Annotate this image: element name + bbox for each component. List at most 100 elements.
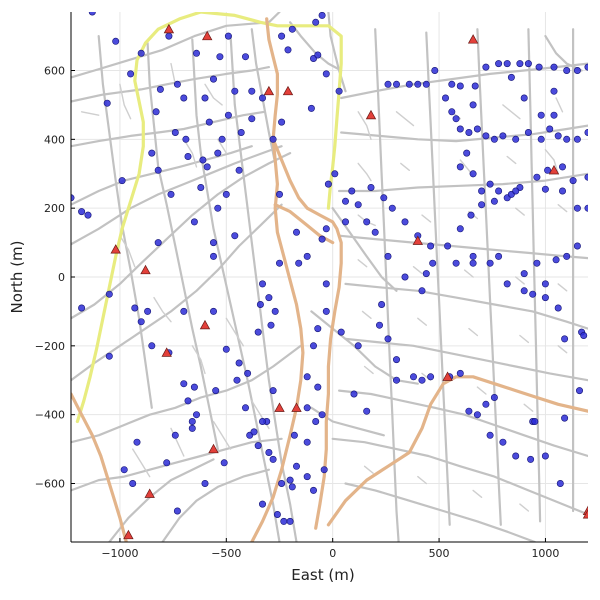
y-tick-label: −600 bbox=[35, 477, 65, 490]
blue-point bbox=[384, 80, 392, 88]
blue-point bbox=[584, 204, 588, 212]
red-triangle-marker bbox=[291, 402, 302, 412]
minor-street bbox=[80, 111, 100, 116]
blue-point bbox=[275, 259, 283, 267]
blue-point bbox=[541, 452, 549, 460]
minor-street bbox=[519, 503, 530, 512]
blue-point bbox=[307, 104, 315, 112]
blue-point bbox=[154, 239, 162, 247]
blue-point bbox=[288, 25, 296, 33]
yellow-route bbox=[75, 12, 203, 424]
blue-point bbox=[527, 455, 535, 463]
blue-point bbox=[482, 63, 490, 71]
blue-point bbox=[516, 60, 524, 68]
red-triangle-marker bbox=[365, 109, 377, 120]
blue-point bbox=[129, 479, 137, 487]
red-triangle-marker bbox=[263, 85, 275, 96]
blue-point bbox=[288, 483, 296, 491]
red-triangle-marker bbox=[274, 402, 285, 412]
minor-street bbox=[217, 138, 227, 154]
red-triangle-markers bbox=[110, 23, 588, 540]
blue-point bbox=[290, 431, 298, 439]
street bbox=[331, 437, 588, 516]
blue-point bbox=[507, 73, 515, 81]
blue-point bbox=[584, 129, 588, 136]
minor-street bbox=[204, 83, 223, 106]
blue-point bbox=[148, 342, 156, 350]
blue-point bbox=[152, 108, 160, 116]
minor-street bbox=[400, 162, 410, 171]
y-tick-label: 0 bbox=[58, 271, 65, 284]
red-triangle-marker bbox=[412, 235, 423, 245]
blue-point bbox=[465, 407, 473, 415]
blue-point bbox=[471, 82, 479, 90]
minor-street bbox=[515, 276, 525, 285]
blue-point bbox=[512, 187, 520, 195]
blue-point bbox=[384, 252, 392, 260]
blue-point bbox=[486, 259, 494, 267]
blue-point bbox=[537, 135, 545, 143]
y-tick-label: 200 bbox=[44, 202, 65, 215]
blue-point bbox=[418, 287, 426, 295]
blue-point bbox=[384, 335, 392, 343]
blue-point bbox=[503, 280, 511, 288]
x-tick-label: −1000 bbox=[101, 547, 138, 560]
blue-point bbox=[309, 486, 317, 494]
blue-point bbox=[201, 479, 209, 487]
blue-point bbox=[171, 431, 179, 439]
red-triangle-marker bbox=[163, 23, 175, 34]
blue-point bbox=[456, 225, 464, 233]
blue-point bbox=[244, 369, 252, 377]
blue-point bbox=[401, 273, 409, 281]
street bbox=[108, 458, 215, 542]
blue-point bbox=[267, 321, 275, 329]
blue-point bbox=[456, 163, 464, 171]
blue-point bbox=[203, 163, 211, 171]
blue-point bbox=[392, 80, 400, 88]
blue-point bbox=[520, 287, 528, 295]
blue-point bbox=[214, 149, 222, 157]
blue-point bbox=[456, 125, 464, 133]
blue-point bbox=[88, 12, 96, 16]
blue-point bbox=[184, 153, 192, 161]
blue-point bbox=[84, 211, 92, 219]
blue-point bbox=[563, 67, 571, 75]
blue-point bbox=[318, 235, 326, 243]
blue-point bbox=[78, 304, 86, 312]
blue-point bbox=[401, 218, 409, 226]
blue-point bbox=[367, 184, 375, 192]
blue-point bbox=[318, 12, 326, 19]
blue-point bbox=[210, 75, 218, 83]
blue-point bbox=[188, 424, 196, 432]
blue-point bbox=[188, 417, 196, 425]
y-tick-label: 400 bbox=[44, 133, 65, 146]
blue-point bbox=[167, 190, 175, 198]
x-tick-label: 500 bbox=[429, 547, 450, 560]
blue-point bbox=[469, 252, 477, 260]
blue-point bbox=[275, 190, 283, 198]
blue-point bbox=[184, 397, 192, 405]
blue-point bbox=[573, 242, 581, 250]
blue-point bbox=[218, 135, 226, 143]
blue-point bbox=[303, 438, 311, 446]
blue-point bbox=[388, 204, 396, 212]
minor-street bbox=[363, 465, 374, 474]
blue-point bbox=[380, 194, 388, 202]
blue-point bbox=[520, 94, 528, 102]
blue-point bbox=[318, 411, 326, 419]
blue-point bbox=[405, 80, 413, 88]
blue-point bbox=[414, 80, 422, 88]
blue-point bbox=[482, 400, 490, 408]
blue-point bbox=[284, 46, 292, 54]
blue-point bbox=[278, 118, 286, 126]
blue-point bbox=[550, 111, 558, 119]
blue-point bbox=[180, 380, 188, 388]
blue-point bbox=[558, 187, 566, 195]
blue-point bbox=[512, 135, 520, 143]
blue-point bbox=[112, 37, 120, 45]
minor-street bbox=[468, 327, 479, 337]
blue-point bbox=[452, 259, 460, 267]
blue-point bbox=[278, 479, 286, 487]
blue-point bbox=[482, 132, 490, 140]
blue-point bbox=[495, 60, 503, 68]
